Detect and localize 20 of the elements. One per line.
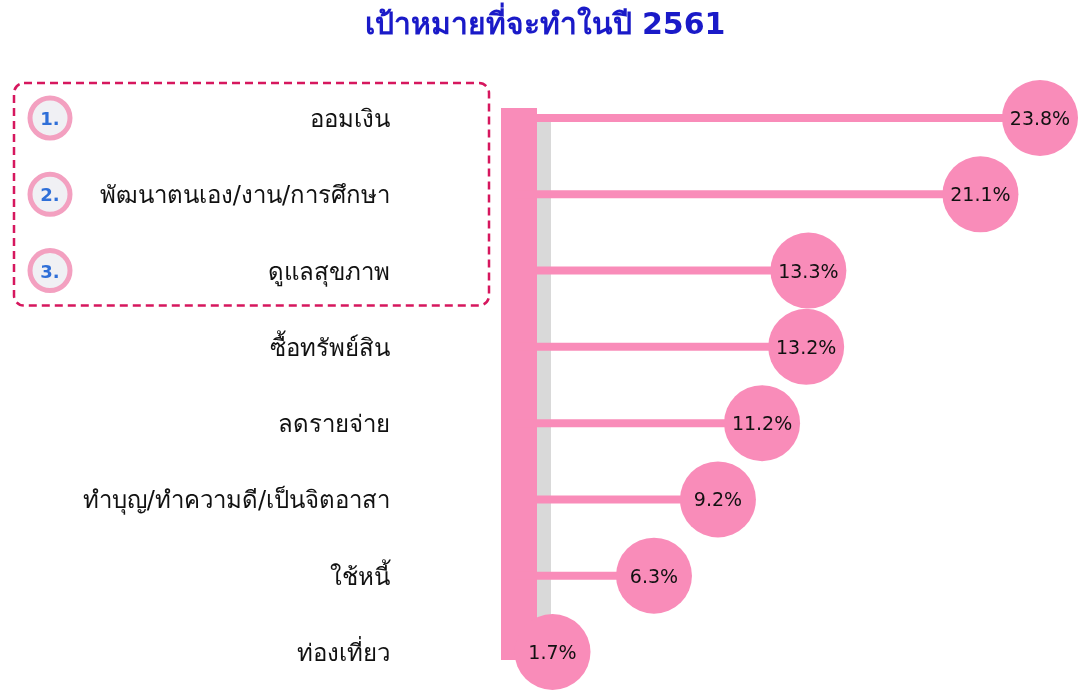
data-label: 13.2%: [776, 335, 837, 358]
text: 3.: [40, 260, 60, 282]
data-label: 1.7%: [528, 641, 577, 663]
y-tick-label: ลดรายจ่าย: [278, 410, 390, 439]
y-tick-label: ท่องเที่ยว: [297, 636, 390, 667]
data-label: 9.2%: [693, 488, 743, 511]
y-tick-label: พัฒนาตนเอง/งาน/การศึกษา: [99, 181, 390, 210]
y-tick-label: ทำบุญ/ทำความดี/เป็นจิตอาสา: [82, 485, 390, 516]
y-tick-label: ใช้หนี้: [330, 558, 391, 591]
y-tick-label: ซื้อทรัพย์สิน: [270, 329, 390, 362]
y-tick-label: ดูแลสุขภาพ: [268, 257, 390, 287]
text: 1.: [40, 108, 60, 129]
chart-title: เป้าหมายที่จะทำในปี 2561: [364, 2, 726, 41]
data-label: 13.3%: [778, 259, 839, 282]
data-label: 11.2%: [731, 412, 793, 435]
data-label: 21.1%: [950, 183, 1011, 206]
data-label: 6.3%: [629, 564, 679, 587]
text: 2.: [40, 184, 60, 206]
y-tick-label: ออมเงิน: [310, 105, 390, 133]
data-label: 23.8%: [1009, 107, 1071, 129]
